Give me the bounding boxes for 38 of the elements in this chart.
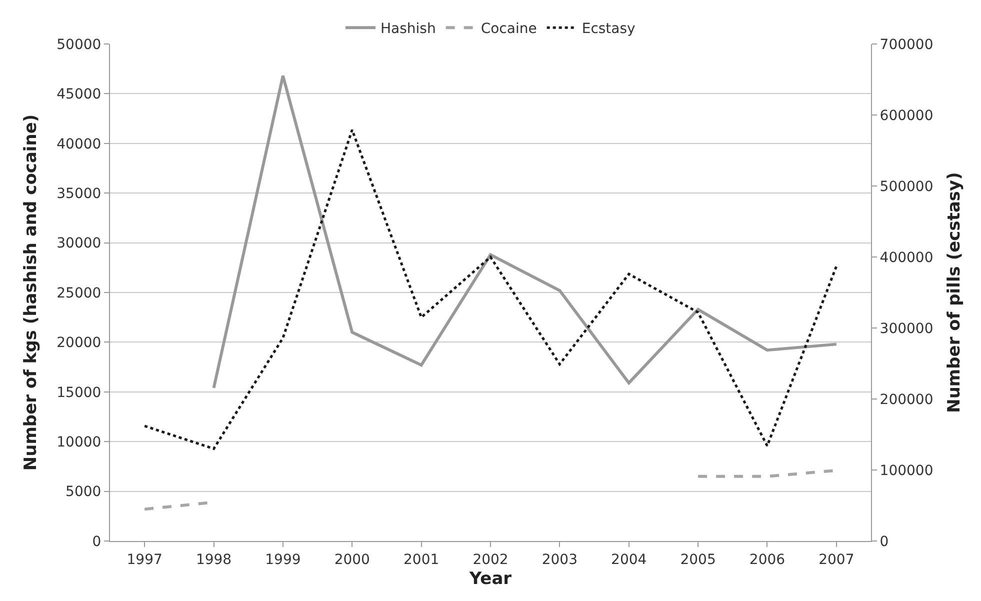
y-tick-label: 40000 bbox=[56, 136, 102, 152]
y-axis-title: Number of kgs (hashish and cocaine) bbox=[21, 114, 42, 471]
y-tick-label: 50000 bbox=[56, 36, 102, 53]
line-series bbox=[212, 74, 838, 390]
legend-label: Cocaine bbox=[480, 21, 537, 38]
x-tick-label: 2007 bbox=[818, 552, 854, 568]
y-tick-label: 5000 bbox=[66, 484, 102, 500]
x-tick-label: 2005 bbox=[680, 552, 716, 568]
y-tick-label: 25000 bbox=[56, 285, 102, 302]
y2-tick-label: 0 bbox=[880, 534, 889, 550]
legend-label: Hashish bbox=[380, 21, 436, 38]
y-tick-label: 30000 bbox=[56, 236, 102, 252]
x-tick-label: 1999 bbox=[265, 552, 301, 568]
x-tick-label: 2006 bbox=[749, 552, 786, 568]
legend-label: Ecstasy bbox=[582, 21, 636, 38]
x-tick-label: 2001 bbox=[404, 552, 440, 568]
y2-tick-label: 500000 bbox=[880, 178, 934, 195]
y2-tick-label: 600000 bbox=[880, 108, 934, 124]
line-series bbox=[143, 128, 838, 450]
y2-tick-label: 200000 bbox=[880, 392, 934, 408]
x-tick-label: 2000 bbox=[334, 552, 370, 568]
x-tick-label: 1998 bbox=[196, 552, 232, 568]
x-tick-label: 1997 bbox=[126, 552, 162, 568]
y2-tick-label: 400000 bbox=[880, 250, 934, 266]
y2-axis-title: Number of pills (ecstasy) bbox=[944, 172, 965, 413]
y-tick-label: 15000 bbox=[56, 384, 102, 401]
y-tick-label: 0 bbox=[92, 534, 102, 550]
y2-tick-label: 700000 bbox=[880, 36, 934, 53]
y-tick-label: 20000 bbox=[56, 335, 102, 352]
x-tick-label: 2004 bbox=[611, 552, 647, 568]
y2-tick-label: 300000 bbox=[880, 320, 934, 337]
x-tick-label: 2003 bbox=[542, 552, 578, 568]
x-tick-label: 2002 bbox=[472, 552, 508, 568]
y-tick-label: 45000 bbox=[56, 86, 102, 103]
y2-tick-label: 100000 bbox=[880, 462, 934, 479]
y-tick-label: 10000 bbox=[56, 434, 102, 450]
y-tick-label: 35000 bbox=[56, 186, 102, 202]
x-axis-title: Year bbox=[468, 569, 512, 590]
